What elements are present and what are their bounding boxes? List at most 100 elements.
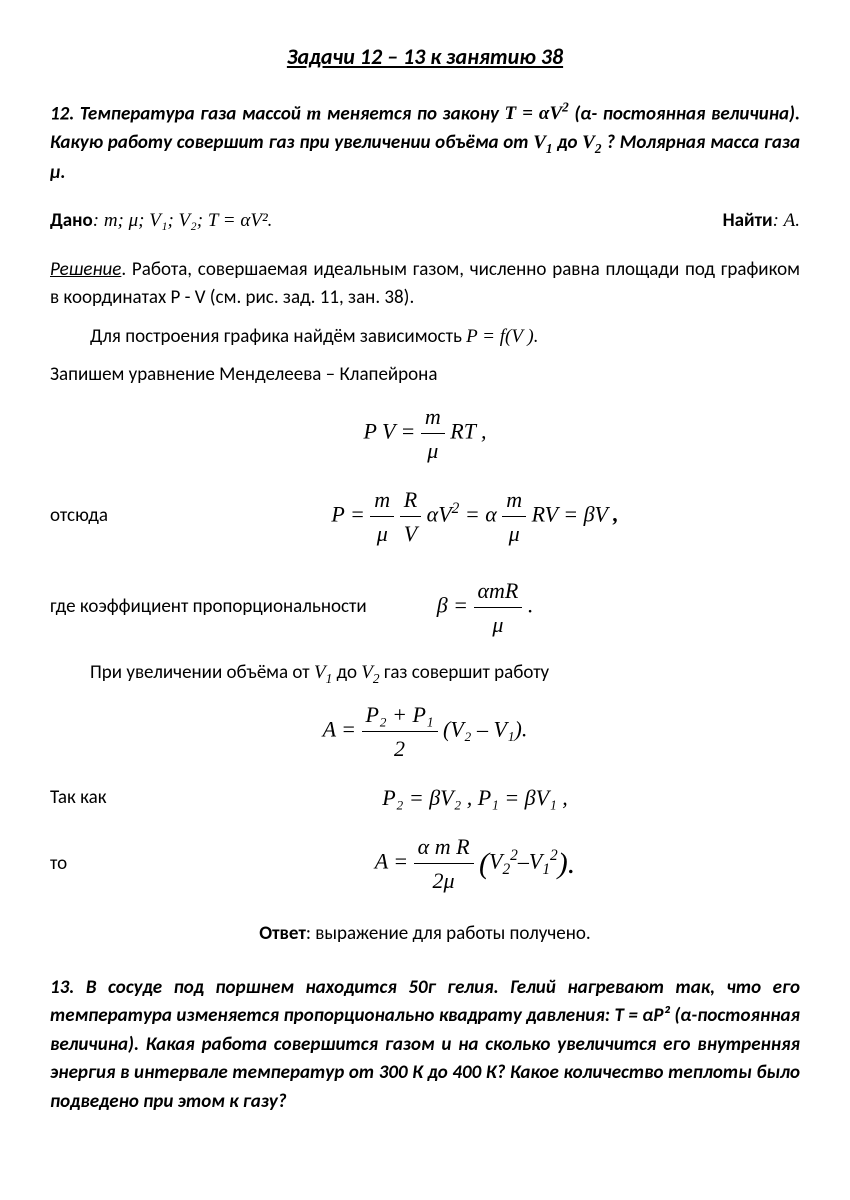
find-text: : A. [773, 210, 800, 231]
p12-m: m [306, 103, 321, 124]
sol-p1-text: . Работа, совершаемая идеальным газом, ч… [50, 258, 800, 310]
f1-lhs: P V = [363, 418, 415, 443]
p12-td: до [557, 131, 582, 154]
f3-lhs: β = [437, 592, 468, 617]
v2-sub: 2 [595, 141, 602, 156]
f2-n3: m [502, 483, 526, 517]
p5-v1-base: V [314, 662, 326, 683]
formula-3: β = αmR μ . [397, 574, 800, 641]
f6-lhs: A = [375, 849, 408, 874]
f2-d2: V [400, 517, 421, 550]
f2-lhs: P = [331, 501, 364, 526]
formula-5: P₂ = βV₂ , P₁ = βV₁ , [150, 781, 800, 814]
solution-p1: Решение. Работа, совершаемая идеальным г… [50, 256, 800, 313]
lead-hence: отсюда [50, 502, 150, 531]
f2-sup: 2 [452, 500, 460, 517]
f1-num: m [421, 400, 445, 434]
solution-p2: Для построения графика найдём зависимост… [50, 323, 800, 352]
f2-mid2: RV = βV [532, 501, 608, 526]
problem-12: 12. Температура газа массой m меняется п… [50, 98, 800, 187]
f6-sp2: 2 [550, 848, 558, 865]
p5-v1: V1 [314, 662, 332, 683]
f1-rhs: RT , [450, 418, 486, 443]
p12-v2: V2 [582, 132, 601, 153]
given-block: Дано: m; μ; V₁; V₂; T = αV². [50, 207, 272, 236]
sol-p4a: где коэффициент пропорциональности [50, 593, 397, 622]
row-f5: Так как P₂ = βV₂ , P₁ = βV₁ , [50, 773, 800, 822]
law-base: T = αV [505, 103, 563, 124]
f6-lparen: ( [479, 847, 489, 880]
v2-base: V [582, 132, 595, 153]
sol-p5c: газ совершит работу [384, 661, 549, 684]
row-f2: отсюда P = m μ R V αV2 = α m μ RV = βV , [50, 475, 800, 558]
f2-n2: R [400, 483, 421, 517]
p12-tb: меняется по закону [327, 102, 505, 125]
f3-num: αmR [474, 574, 523, 608]
formula-6: A = α m R 2μ ((VV22–V12). [150, 830, 800, 897]
f1-den: μ [421, 434, 445, 467]
f2-comma: , [613, 501, 619, 526]
find-block: Найти: A. [723, 207, 800, 236]
f2-frac2: R V [400, 483, 421, 550]
f2-d3: μ [502, 517, 526, 550]
f2-n1: m [370, 483, 394, 517]
f6-s2: 1 [542, 861, 550, 878]
lead-then: то [50, 850, 150, 879]
answer-text: : выражение для работы получено. [306, 922, 591, 945]
f4-rhs: (V₂ – V₁). [443, 717, 527, 742]
p5-v2-base: V [361, 662, 373, 683]
f2-frac3: m μ [502, 483, 526, 550]
f6-num: α m R [414, 830, 474, 864]
f1-frac: m μ [421, 400, 445, 467]
row-f3: где коэффициент пропорциональности β = α… [50, 566, 800, 649]
solution-p3: Запишем уравнение Менделеева – Клапейрон… [50, 361, 800, 390]
f2-frac1: m μ [370, 483, 394, 550]
f6-rparen: ). [558, 847, 576, 880]
law-sup: 2 [562, 100, 569, 115]
f6-den: 2μ [414, 864, 474, 897]
p12-v1: V1 [533, 132, 552, 153]
sol-p5a: При увеличении объёма от [90, 661, 314, 684]
p5-v1-sub: 1 [326, 670, 333, 685]
f3-dot: . [528, 592, 534, 617]
f6-frac: α m R 2μ [414, 830, 474, 897]
f3-den: μ [474, 608, 523, 641]
row-f6: то A = α m R 2μ ((VV22–V12). [50, 822, 800, 905]
p12-ta: Температура газа массой [80, 102, 307, 125]
problem-13: 13. В сосуде под поршнем находится 50г г… [50, 974, 800, 1117]
p13-num: 13. [50, 976, 74, 999]
answer-label: Ответ [259, 922, 306, 945]
p12-law: T = αV2 [505, 103, 569, 124]
v1-sub: 1 [546, 141, 553, 156]
formula-4: A = P₂ + P₁ 2 (V₂ – V₁). [50, 698, 800, 765]
f6-v2: V [489, 849, 502, 874]
formula-2: P = m μ R V αV2 = α m μ RV = βV , [150, 483, 800, 550]
f6-sp1: 2 [510, 848, 518, 865]
f4-den: 2 [362, 732, 438, 765]
lead-since: Так как [50, 784, 150, 813]
solution-label: Решение [50, 258, 121, 281]
p5-v2: V2 [361, 662, 379, 683]
f4-num: P₂ + P₁ [362, 698, 438, 732]
f3-frac: αmR μ [474, 574, 523, 641]
f4-frac: P₂ + P₁ 2 [362, 698, 438, 765]
p12-num: 12. [50, 102, 74, 125]
p5-v2-sub: 2 [373, 670, 380, 685]
f6-v1: V [529, 849, 542, 874]
answer-row: Ответ: выражение для работы получено. [50, 920, 800, 949]
f2-eq: = α [465, 501, 497, 526]
given-row: Дано: m; μ; V₁; V₂; T = αV². Найти: A. [50, 207, 800, 236]
formula-1: P V = m μ RT , [50, 400, 800, 467]
page-title: Задачи 12 – 13 к занятию 38 [50, 40, 800, 73]
given-text: : m; μ; V₁; V₂; T = αV². [93, 210, 273, 231]
f6-dash: – [518, 849, 529, 874]
p13-text: В сосуде под поршнем находится 50г гелия… [50, 976, 800, 1113]
find-label: Найти [723, 209, 773, 232]
sol-p2a: Для построения графика найдём зависимост… [90, 325, 466, 348]
f4-lhs: A = [323, 717, 356, 742]
given-label: Дано [50, 209, 93, 232]
v1-base: V [533, 132, 546, 153]
f2-d1: μ [370, 517, 394, 550]
sol-p2b: P = f(V ). [466, 326, 538, 347]
sol-p5b: до [337, 661, 362, 684]
